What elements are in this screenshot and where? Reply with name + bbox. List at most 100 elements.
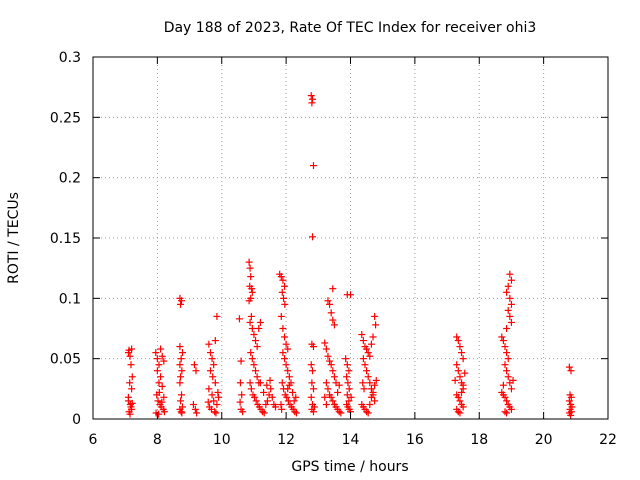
data-point (504, 306, 512, 314)
data-point (363, 408, 371, 416)
data-point (256, 318, 264, 326)
data-point (128, 399, 136, 407)
data-point (367, 340, 375, 348)
data-point (155, 388, 163, 396)
data-point (215, 393, 223, 401)
data-point (177, 397, 185, 405)
data-point (342, 355, 350, 363)
x-axis-label: GPS time / hours (291, 459, 408, 475)
data-point (160, 393, 168, 401)
data-point (192, 367, 200, 375)
data-point (567, 393, 575, 401)
data-point (499, 337, 507, 345)
data-point (367, 393, 375, 401)
data-point (157, 345, 165, 353)
x-tick-label: 10 (213, 432, 231, 448)
data-point (366, 401, 374, 409)
axis-ticks (92, 56, 609, 420)
data-point (246, 379, 254, 387)
data-point (177, 373, 185, 381)
data-point (361, 361, 369, 369)
data-point (358, 331, 366, 339)
data-point (191, 405, 199, 413)
data-point (504, 355, 512, 363)
data-point (280, 294, 288, 302)
data-point (498, 388, 506, 396)
data-point (321, 393, 329, 401)
data-point (278, 379, 286, 387)
data-point (324, 385, 332, 393)
data-point (128, 373, 136, 381)
data-point (178, 391, 186, 399)
data-point (248, 355, 256, 363)
data-point (359, 355, 367, 363)
y-tick-label: 0.2 (59, 171, 81, 187)
data-point (177, 408, 185, 416)
y-tick-label: 0.15 (50, 231, 81, 247)
data-point (248, 285, 256, 293)
data-point (268, 393, 276, 401)
data-point (456, 397, 464, 405)
data-point (337, 409, 345, 417)
data-point (504, 373, 512, 381)
data-point (153, 367, 161, 375)
data-point (190, 361, 198, 369)
data-point (307, 92, 315, 100)
x-axis-tick-labels: 6 8 10 12 14 16 18 20 22 (89, 432, 617, 448)
data-point (461, 369, 469, 377)
data-point (290, 397, 298, 405)
data-point (205, 340, 213, 348)
data-point (503, 409, 511, 417)
data-point (454, 367, 462, 375)
data-point (364, 409, 372, 417)
data-point (253, 343, 261, 351)
data-point (324, 297, 332, 305)
data-point (250, 331, 258, 339)
data-point (193, 409, 201, 417)
data-point (501, 361, 509, 369)
data-point (343, 361, 351, 369)
data-point (503, 349, 511, 357)
data-point (334, 388, 342, 396)
data-point (504, 282, 512, 290)
data-point (309, 162, 317, 170)
data-point (213, 312, 221, 320)
data-point (212, 409, 220, 417)
data-point (454, 337, 462, 345)
data-point (247, 273, 255, 281)
data-point (289, 388, 297, 396)
y-tick-label: 0.25 (50, 110, 81, 126)
data-point (458, 388, 466, 396)
data-point (247, 349, 255, 357)
data-point (246, 264, 254, 272)
data-point (454, 393, 462, 401)
data-point (326, 357, 334, 365)
data-point (322, 401, 330, 409)
data-point (178, 367, 186, 375)
data-point (251, 393, 259, 401)
data-point (259, 408, 267, 416)
data-point (160, 357, 168, 365)
data-point (128, 345, 136, 353)
data-point (256, 379, 264, 387)
data-point (372, 321, 380, 329)
data-point (283, 393, 291, 401)
data-point (263, 381, 271, 389)
data-point (210, 361, 218, 369)
data-point (252, 397, 260, 405)
data-point (126, 379, 134, 387)
data-point (565, 397, 573, 405)
data-point (363, 345, 371, 353)
data-point (211, 337, 219, 345)
data-point (506, 312, 514, 320)
data-point (343, 391, 351, 399)
x-tick-label: 12 (277, 432, 295, 448)
data-point (499, 381, 507, 389)
data-point (307, 393, 315, 401)
data-point (208, 391, 216, 399)
data-point (154, 397, 162, 405)
data-point (253, 373, 261, 381)
x-tick-label: 18 (470, 432, 488, 448)
data-point (567, 367, 575, 375)
data-point (335, 381, 343, 389)
